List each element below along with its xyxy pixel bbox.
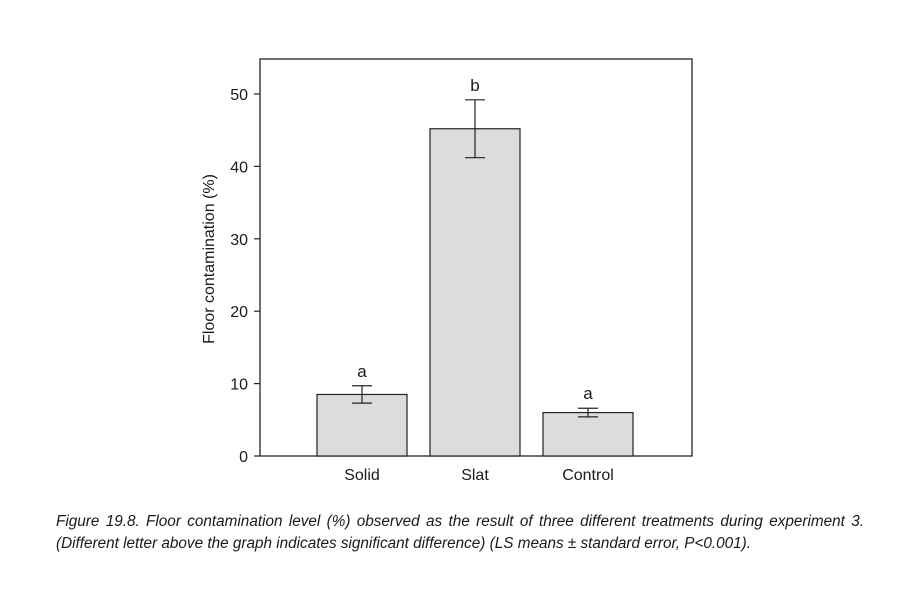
y-tick-label: 50 [230, 87, 248, 104]
y-tick-label: 10 [230, 377, 248, 394]
significance-letter: a [357, 362, 367, 381]
y-tick-label: 20 [230, 304, 248, 321]
significance-letter: b [470, 76, 479, 95]
x-tick-label: Solid [344, 467, 380, 484]
significance-letter: a [583, 384, 593, 403]
bar-control [542, 411, 634, 457]
significance-letters: a b a [357, 76, 593, 403]
bars [316, 128, 634, 457]
bar-slat [429, 128, 521, 457]
y-axis-ticks: 0 10 20 30 40 50 [230, 87, 260, 466]
error-bars [352, 99, 598, 418]
x-tick-label: Slat [461, 467, 489, 484]
x-tick-label: Control [562, 467, 614, 484]
x-axis-tick-labels: Solid Slat Control [344, 467, 614, 484]
y-tick-label: 0 [239, 449, 248, 466]
figure-caption: Figure 19.8. Floor contamination level (… [56, 513, 864, 552]
bar-chart: Floor contamination (%) 0 10 20 30 40 50 a ba … [201, 58, 693, 484]
y-tick-label: 30 [230, 232, 248, 249]
y-tick-label: 40 [230, 159, 248, 176]
y-axis-label: Floor contamination (%) [201, 174, 218, 344]
